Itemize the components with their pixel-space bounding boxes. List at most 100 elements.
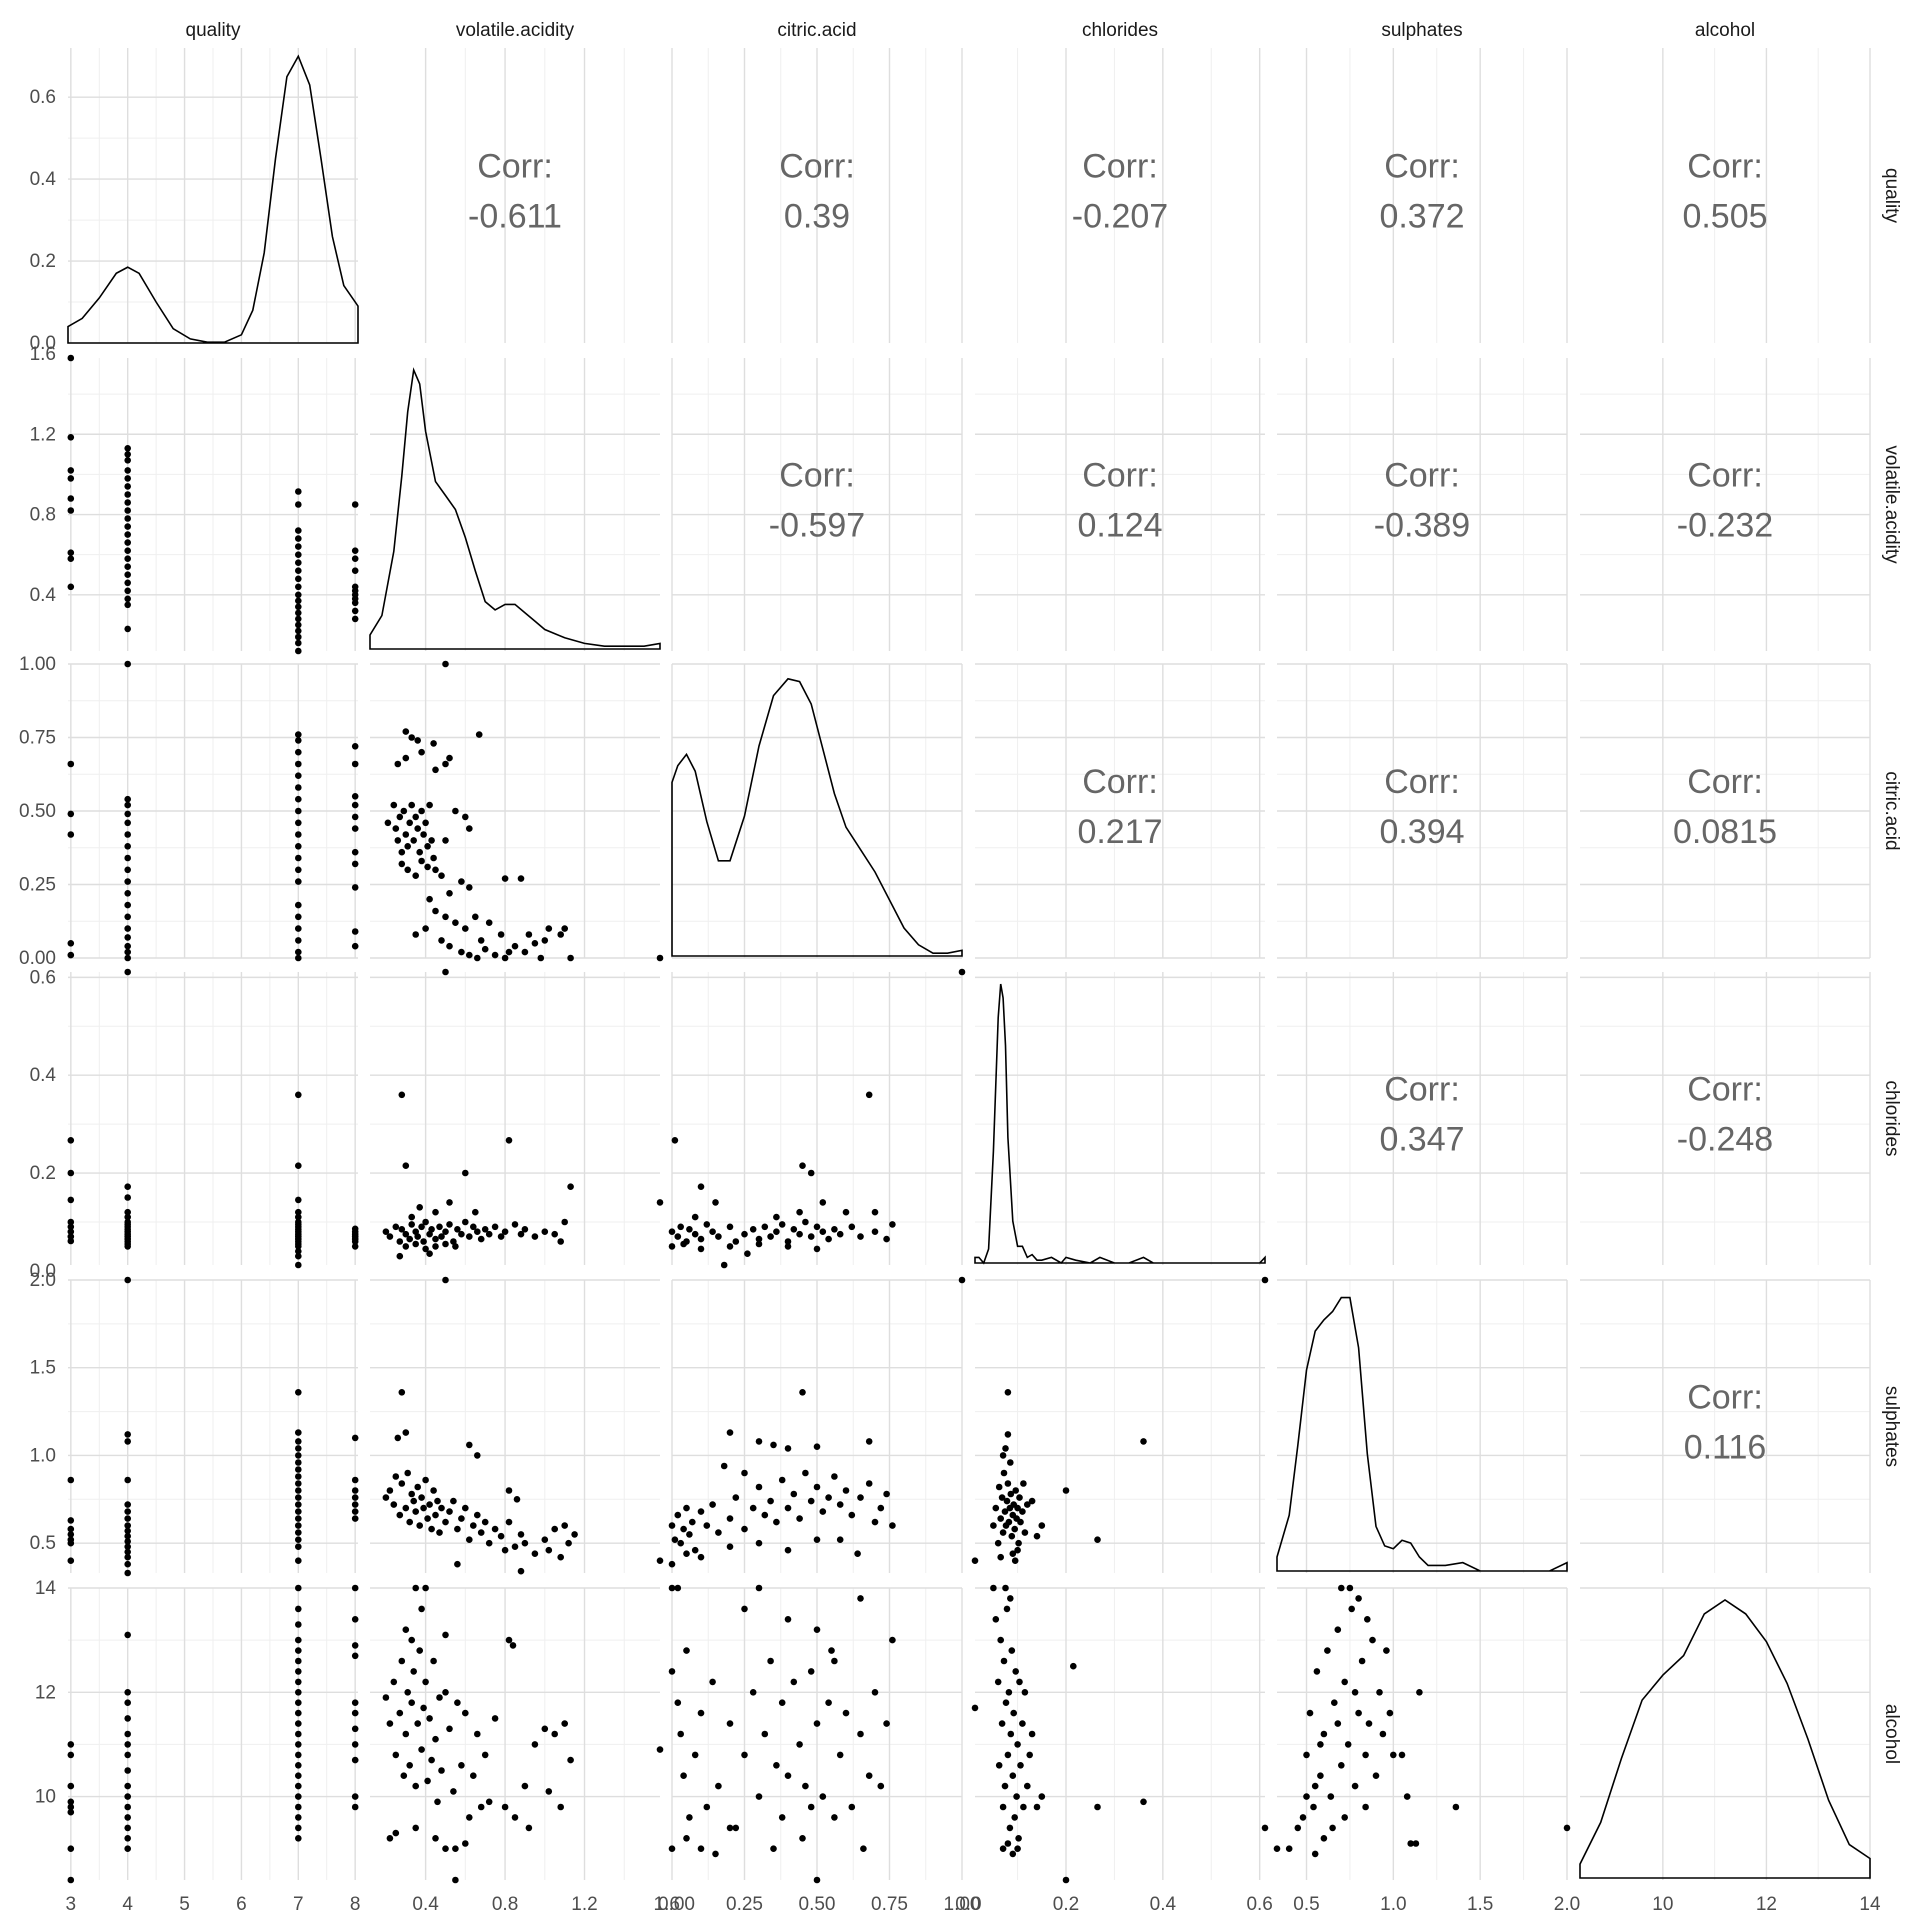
scatter-point (990, 1584, 997, 1592)
scatter-point (67, 1169, 75, 1177)
scatter-point (438, 1233, 445, 1240)
scatter-point (295, 1252, 302, 1260)
scatter-point (295, 583, 302, 591)
scatter-point (386, 1233, 394, 1240)
scatter-point (1002, 1445, 1009, 1452)
scatter-point (865, 1480, 873, 1487)
scatter-point (124, 531, 131, 538)
scatter-point (124, 801, 131, 809)
scatter-point (418, 1605, 425, 1613)
scatter-point (831, 1473, 838, 1480)
scatter-point (668, 1228, 676, 1235)
corr-title: Corr: (477, 148, 553, 186)
scatter-point (497, 1532, 505, 1540)
scatter-point (124, 1560, 131, 1568)
scatter-point (541, 937, 549, 944)
scatter-point (295, 501, 302, 508)
scatter-point (1024, 1782, 1031, 1790)
scatter-point (1020, 1803, 1027, 1811)
scatter-point (295, 784, 302, 791)
scatter-point (124, 1183, 131, 1190)
scatter-point (67, 434, 75, 441)
scatter-point (1329, 1824, 1336, 1832)
scatter-point (531, 1550, 539, 1557)
scatter-point (351, 1741, 359, 1748)
scatter-point (432, 766, 439, 774)
scatter-point (428, 837, 435, 844)
scatter-point (124, 878, 131, 885)
scatter-point (1007, 1730, 1015, 1738)
scatter-point (491, 1715, 499, 1722)
scatter-point (408, 1490, 416, 1498)
corr-title: Corr: (1384, 457, 1460, 495)
scatter-point (420, 1504, 427, 1512)
scatter-point (744, 1250, 751, 1257)
scatter-point (351, 555, 359, 562)
scatter-point (557, 1238, 564, 1245)
scatter-point (517, 875, 525, 882)
scatter-point (432, 1208, 439, 1216)
row-label-0: quality (1881, 168, 1902, 223)
corr-title: Corr: (1384, 763, 1460, 801)
scatter-point (474, 1228, 481, 1235)
scatter-point (813, 1536, 821, 1543)
scatter-point (458, 878, 465, 885)
scatter-point (404, 843, 412, 850)
scatter-point (412, 1508, 420, 1515)
scatter-point (807, 1233, 815, 1240)
scatter-point (1261, 1824, 1269, 1832)
scatter-point (755, 1793, 763, 1800)
scatter-point (295, 737, 302, 744)
scatter-point (124, 1741, 131, 1748)
scatter-point (462, 925, 469, 932)
scatter-point (418, 748, 425, 756)
scatter-point (404, 1689, 412, 1696)
scatter-point (398, 848, 406, 856)
scatter-point (462, 1218, 469, 1226)
scatter-point (715, 1782, 722, 1790)
scatter-point (124, 925, 131, 932)
scatter-point (1341, 1678, 1348, 1686)
scatter-point (124, 571, 131, 578)
scatter-point (406, 1518, 414, 1526)
corr-title: Corr: (1082, 148, 1158, 186)
scatter-point (124, 968, 131, 976)
scatter-point (726, 1515, 734, 1522)
scatter-point (778, 1221, 786, 1228)
scatter-point (1015, 1539, 1022, 1547)
scatter-point (351, 547, 359, 554)
scatter-point (295, 1636, 302, 1644)
scatter-point (462, 1504, 469, 1512)
scatter-point (438, 1504, 445, 1512)
x-tick-label: 0.4 (412, 1894, 439, 1915)
scatter-point (412, 931, 420, 938)
scatter-point (691, 1751, 699, 1759)
scatter-point (124, 1213, 131, 1221)
scatter-point (402, 831, 410, 838)
scatter-point (67, 1525, 75, 1533)
scatter-point (434, 1798, 441, 1806)
scatter-point (1311, 1850, 1319, 1858)
scatter-point (1014, 1546, 1021, 1554)
scatter-point (1019, 1720, 1026, 1727)
scatter-point (438, 937, 445, 944)
scatter-point (567, 954, 574, 962)
scatter-point (1007, 1595, 1014, 1602)
scatter-point (402, 1626, 410, 1633)
scatter-point (836, 1230, 844, 1238)
scatter-point (351, 1642, 359, 1649)
corr-title: Corr: (1687, 148, 1763, 186)
scatter-point (497, 931, 505, 938)
scatter-point (505, 948, 513, 956)
scatter-point (857, 1595, 864, 1602)
scatter-point (295, 1605, 302, 1613)
scatter-point (813, 1626, 821, 1633)
y-tick-label: 0.6 (30, 967, 56, 988)
scatter-point (410, 1668, 418, 1675)
scatter-point (1006, 1824, 1014, 1832)
scatter-point (1016, 1494, 1023, 1501)
y-tick-label: 1.2 (30, 424, 56, 445)
scatter-point (295, 647, 302, 655)
scatter-point (466, 1441, 473, 1449)
scatter-point (1033, 1803, 1041, 1811)
